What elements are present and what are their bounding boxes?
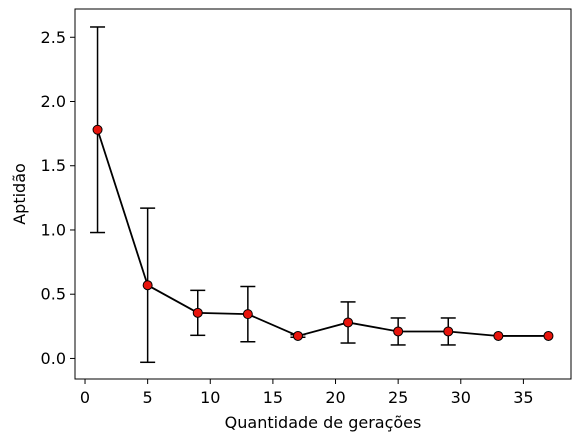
data-point [493,330,504,341]
x-tick-label: 0 [80,388,90,407]
data-point [92,124,103,135]
data-point [443,326,454,337]
data-point [543,330,554,341]
y-tick-label: 2.5 [41,28,66,47]
data-point [142,280,153,291]
y-tick-label: 0.0 [41,349,66,368]
data-point [192,307,203,318]
x-tick-label: 5 [143,388,153,407]
y-tick-label: 0.5 [41,285,66,304]
x-tick-label: 10 [200,388,220,407]
x-tick-label: 20 [325,388,345,407]
x-tick-label: 25 [388,388,408,407]
y-axis-label: Aptidão [10,163,29,225]
series-lines [96,129,549,337]
data-point [242,309,253,320]
y-tick-label: 1.0 [41,220,66,239]
data-points [92,124,554,341]
x-tick-label: 35 [513,388,533,407]
y-axis-ticks: 0.0 0.5 1.0 1.5 2.0 2.5 [41,28,75,368]
x-axis-ticks: 0 5 10 15 20 25 30 35 [80,379,534,407]
x-tick-label: 30 [451,388,471,407]
plot-area [75,9,571,379]
plot-frame [74,8,572,380]
y-tick-label: 2.0 [41,92,66,111]
data-point [292,330,303,341]
data-point [393,326,404,337]
series-line [96,129,549,337]
y-tick-label: 1.5 [41,156,66,175]
x-tick-label: 15 [263,388,283,407]
x-axis-label: Quantidade de gerações [225,413,422,432]
data-point [343,317,354,328]
